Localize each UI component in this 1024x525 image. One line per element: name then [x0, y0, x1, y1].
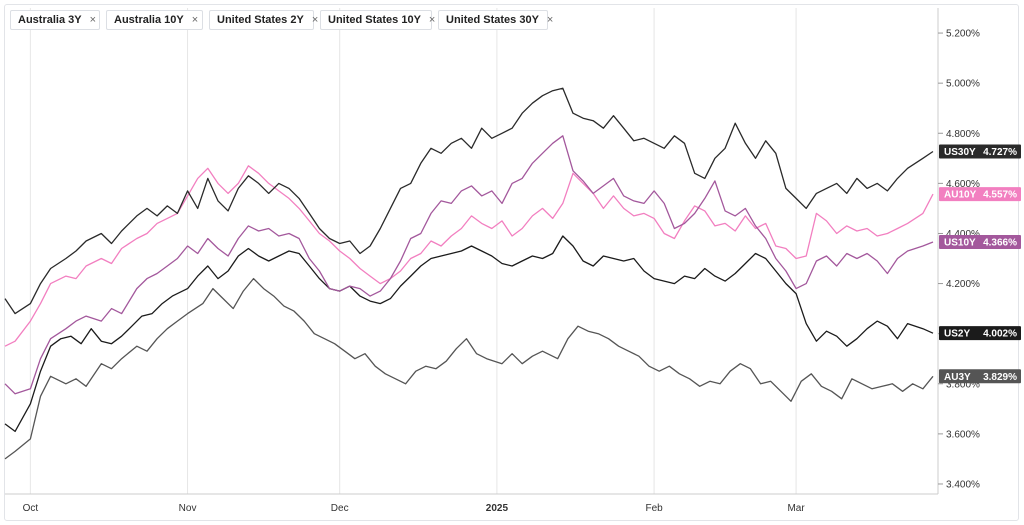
y-tick-label: 3.400% — [946, 479, 980, 490]
series-line — [4, 235, 934, 433]
badge-value: 4.557% — [983, 190, 1017, 201]
legend-chip[interactable]: United States 10Y × — [320, 10, 436, 30]
remove-series-icon[interactable]: × — [546, 14, 554, 26]
last-value-badge — [939, 187, 1021, 202]
x-tick-label: Nov — [179, 503, 197, 514]
x-tick-label: Dec — [331, 503, 349, 514]
badge-value: 3.829% — [983, 372, 1017, 383]
remove-series-icon[interactable]: × — [191, 14, 199, 26]
series-line — [4, 135, 934, 395]
last-value-badge — [939, 144, 1021, 159]
series-line — [4, 165, 934, 347]
series-line — [4, 277, 934, 460]
legend-chip[interactable]: Australia 10Y × — [106, 10, 203, 30]
legend: Australia 3Y × Australia 10Y × United States… — [10, 10, 553, 30]
last-value-badge — [939, 234, 1021, 249]
legend-label: United States 10Y — [328, 14, 421, 26]
x-tick-label: Oct — [23, 503, 39, 514]
badge-series-code: US10Y — [944, 237, 976, 248]
remove-series-icon[interactable]: × — [428, 14, 436, 26]
badge-series-code: US2Y — [944, 329, 970, 340]
y-tick-label: 5.200% — [946, 29, 980, 40]
legend-chip[interactable]: United States 2Y × — [209, 10, 318, 30]
badge-value: 4.727% — [983, 147, 1017, 158]
x-tick-label: Feb — [645, 503, 663, 514]
badge-value: 4.002% — [983, 329, 1017, 340]
legend-chip[interactable]: Australia 3Y × — [10, 10, 100, 30]
y-tick-label: 5.000% — [946, 79, 980, 90]
last-value-badge — [939, 369, 1021, 384]
badge-series-code: US30Y — [944, 147, 976, 158]
series-line — [4, 87, 934, 315]
legend-label: Australia 3Y — [18, 14, 82, 26]
y-tick-label: 3.600% — [946, 429, 980, 440]
y-tick-label: 4.400% — [946, 229, 980, 240]
x-tick-label: 2025 — [486, 503, 509, 514]
legend-chip[interactable]: United States 30Y × — [438, 10, 553, 30]
badge-series-code: AU3Y — [944, 372, 971, 383]
y-tick-label: 4.600% — [946, 179, 980, 190]
y-tick-label: 3.800% — [946, 379, 980, 390]
y-tick-label: 4.200% — [946, 279, 980, 290]
remove-series-icon[interactable]: × — [89, 14, 97, 26]
legend-label: Australia 10Y — [114, 14, 184, 26]
chart-frame — [4, 4, 1019, 521]
remove-series-icon[interactable]: × — [311, 14, 319, 26]
last-value-badge — [939, 326, 1021, 341]
x-tick-label: Mar — [787, 503, 805, 514]
badge-value: 4.366% — [983, 237, 1017, 248]
legend-label: United States 2Y — [217, 14, 304, 26]
y-tick-label: 4.800% — [946, 129, 980, 140]
badge-series-code: AU10Y — [944, 190, 977, 201]
legend-label: United States 30Y — [446, 14, 539, 26]
